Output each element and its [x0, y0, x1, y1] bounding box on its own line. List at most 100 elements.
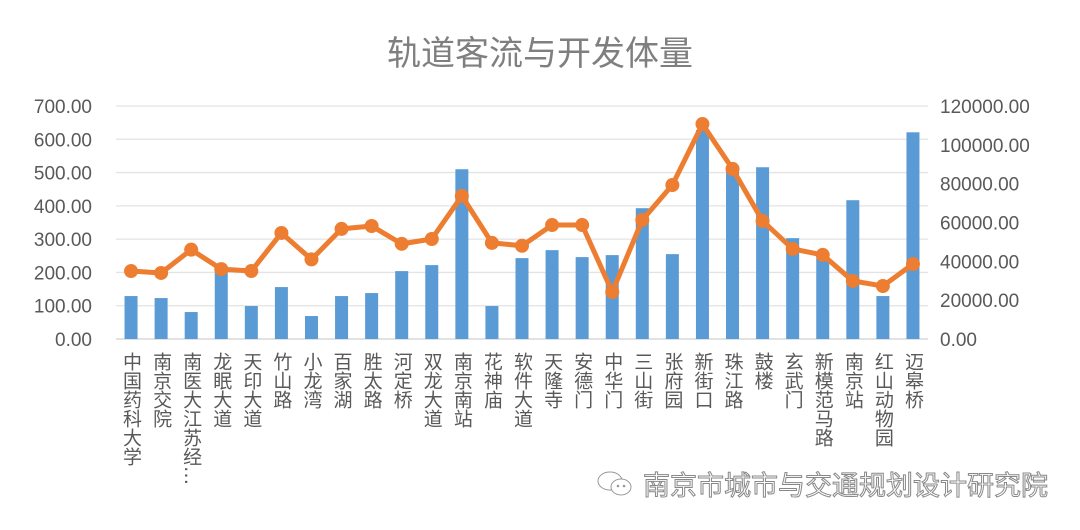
line-point	[154, 265, 169, 280]
left-tick-label: 600.00	[34, 130, 92, 151]
bar	[244, 306, 258, 339]
bar	[786, 238, 800, 339]
x-tick-label: 新模范马路	[811, 352, 834, 447]
left-tick-label: 400.00	[34, 197, 92, 218]
left-tick-label: 700.00	[34, 97, 92, 118]
x-tick-label: 花神庙	[480, 352, 503, 409]
bar	[545, 250, 559, 339]
bar	[695, 129, 709, 339]
line-point	[905, 257, 920, 272]
line-point	[334, 221, 349, 236]
bar	[455, 169, 469, 339]
bar	[365, 293, 379, 339]
x-tick-label: 南京交院	[150, 352, 173, 428]
line-point	[424, 232, 439, 247]
left-tick-label: 100.00	[34, 297, 92, 318]
x-tick-label: 龙眠大道	[210, 352, 233, 428]
bar	[665, 254, 679, 339]
line-point	[244, 264, 259, 279]
x-tick-label: 玄武门	[781, 352, 804, 409]
line-point	[124, 264, 139, 279]
x-tick-label: 双龙大道	[420, 352, 443, 428]
x-tick-label: 百家湖	[330, 352, 353, 409]
bar	[214, 268, 228, 339]
bar	[304, 316, 318, 339]
line-point	[214, 262, 229, 277]
x-tick-label: 中国药科大学	[120, 352, 143, 466]
right-tick-label: 0.00	[940, 330, 977, 351]
line-point	[484, 235, 499, 250]
bar	[425, 265, 439, 339]
right-tick-label: 100000.00	[940, 136, 1030, 157]
line-point	[605, 285, 620, 300]
x-tick-label: 小龙湾	[300, 352, 323, 409]
x-tick-label: 珠江路	[721, 352, 744, 409]
chart-title: 轨道客流与开发体量	[387, 34, 693, 74]
line-point	[875, 278, 890, 293]
x-tick-label: 迈皋桥	[901, 352, 924, 409]
x-tick-label: 软件大道	[511, 352, 533, 428]
left-tick-label: 300.00	[34, 230, 92, 251]
left-tick-label: 0.00	[55, 330, 92, 351]
line-point	[515, 238, 529, 253]
line-point	[454, 188, 469, 203]
x-tick-label: 南京南站	[450, 352, 473, 428]
x-tick-label: 安德门	[571, 352, 594, 409]
left-tick-label: 200.00	[34, 263, 92, 284]
bar	[575, 257, 589, 339]
line-point	[815, 247, 830, 262]
line-point	[364, 218, 379, 233]
x-tick-label: 南京站	[841, 352, 864, 409]
line-point	[725, 161, 740, 176]
right-tick-label: 20000.00	[940, 291, 1019, 312]
x-tick-label: 天隆寺	[541, 352, 564, 409]
x-tick-label: 竹山路	[270, 352, 293, 409]
line-point	[274, 225, 289, 240]
x-tick-label: 南医大江苏经…	[180, 352, 203, 485]
line-point	[575, 218, 590, 233]
left-tick-label: 500.00	[34, 164, 92, 185]
bar	[335, 296, 349, 339]
line-point	[845, 273, 860, 288]
x-tick-label: 张府园	[661, 352, 684, 409]
x-tick-label: 胜太路	[360, 352, 383, 409]
bar	[515, 258, 529, 339]
bar	[485, 306, 499, 339]
bar	[876, 296, 890, 339]
watermark-text: 南京市城市与交通规划设计研究院	[643, 471, 1049, 503]
bar	[274, 287, 288, 339]
line-point	[545, 218, 560, 233]
bar	[906, 132, 920, 339]
line-point	[665, 178, 680, 193]
line-point	[755, 213, 770, 228]
line-point	[695, 117, 710, 132]
right-tick-label: 80000.00	[940, 175, 1019, 196]
watermark: 南京市城市与交通规划设计研究院	[595, 464, 1049, 503]
bar	[184, 312, 198, 339]
line-point	[304, 252, 319, 267]
x-tick-label: 鼓楼	[751, 352, 774, 390]
bar	[124, 296, 138, 339]
x-tick-label: 新街口	[691, 352, 714, 409]
line-point	[635, 212, 650, 227]
x-tick-label: 中华门	[601, 352, 624, 409]
right-tick-label: 120000.00	[940, 97, 1030, 118]
line-point	[394, 236, 409, 251]
x-tick-label: 三山街	[631, 352, 654, 409]
right-tick-label: 60000.00	[940, 214, 1019, 235]
bar	[846, 200, 860, 339]
bar	[635, 208, 649, 339]
x-tick-label: 河定桥	[390, 352, 413, 409]
bar	[756, 167, 770, 339]
x-tick-label: 红山动物园	[871, 352, 894, 447]
bar	[395, 271, 409, 339]
bar	[816, 258, 830, 339]
x-tick-label: 天印大道	[240, 352, 263, 428]
bar	[154, 298, 168, 339]
wechat-icon	[597, 471, 632, 495]
line-point	[184, 242, 199, 257]
bar	[726, 168, 740, 339]
line-point	[785, 241, 800, 256]
right-tick-label: 40000.00	[940, 252, 1019, 273]
